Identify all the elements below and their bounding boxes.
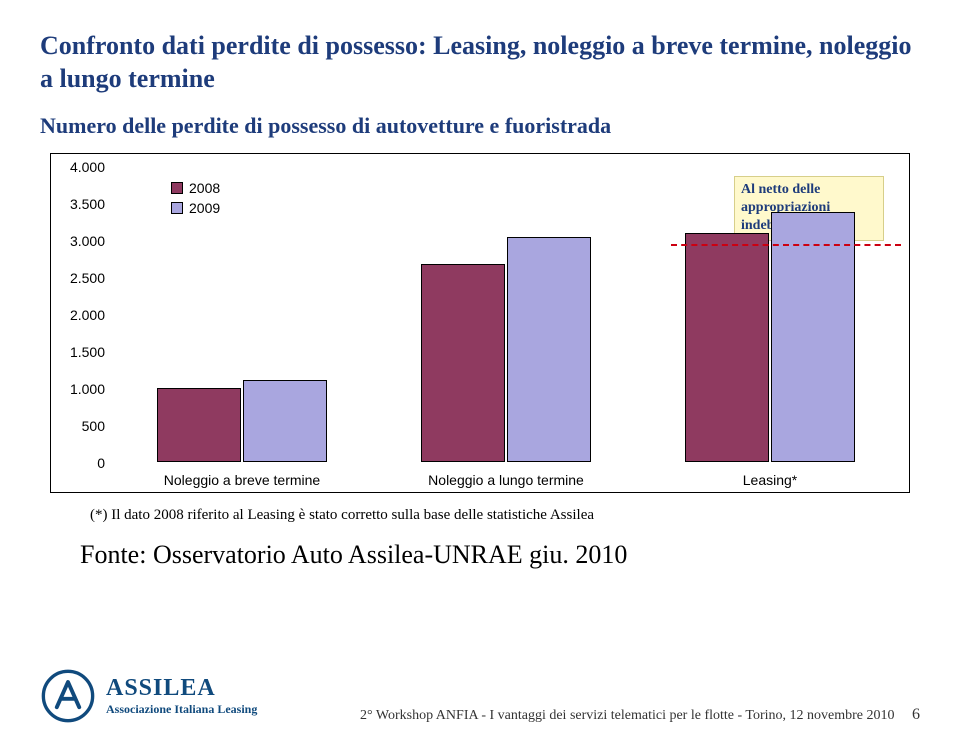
- bar-2008-cat2: [421, 264, 505, 462]
- footer-text: 2° Workshop ANFIA - I vantaggi dei servi…: [360, 708, 894, 723]
- logo-brand: ASSILEA: [106, 675, 257, 702]
- chart-footnote: (*) Il dato 2008 riferito al Leasing è s…: [90, 507, 920, 524]
- x-category-label: Leasing*: [705, 472, 835, 488]
- bar-2009-cat3: [771, 212, 855, 462]
- page-subtitle: Numero delle perdite di possesso di auto…: [40, 113, 920, 139]
- x-category-label: Noleggio a breve termine: [152, 472, 332, 488]
- ytick-label: 2.500: [51, 270, 105, 286]
- assilea-logo: ASSILEA Associazione Italiana Leasing: [40, 668, 257, 724]
- ytick-label: 1.500: [51, 344, 105, 360]
- assilea-emblem-icon: [40, 668, 96, 724]
- bar-2009-cat2: [507, 237, 591, 462]
- ytick-label: 500: [51, 418, 105, 434]
- bar-2008-cat1: [157, 388, 241, 462]
- ytick-label: 4.000: [51, 159, 105, 175]
- page-title: Confronto dati perdite di possesso: Leas…: [40, 30, 920, 95]
- ytick-label: 3.500: [51, 196, 105, 212]
- source-line: Fonte: Osservatorio Auto Assilea-UNRAE g…: [80, 540, 920, 570]
- reference-line: [671, 244, 901, 246]
- ytick-label: 2.000: [51, 307, 105, 323]
- bar-chart: 4.000 3.500 3.000 2.500 2.000 1.500 1.00…: [50, 153, 910, 493]
- bar-2008-cat3: [685, 233, 769, 462]
- page-number: 6: [912, 706, 920, 723]
- ytick-label: 3.000: [51, 233, 105, 249]
- ytick-label: 1.000: [51, 381, 105, 397]
- bar-2009-cat1: [243, 380, 327, 462]
- x-category-label: Noleggio a lungo termine: [416, 472, 596, 488]
- ytick-label: 0: [51, 455, 105, 471]
- logo-tagline: Associazione Italiana Leasing: [106, 702, 257, 717]
